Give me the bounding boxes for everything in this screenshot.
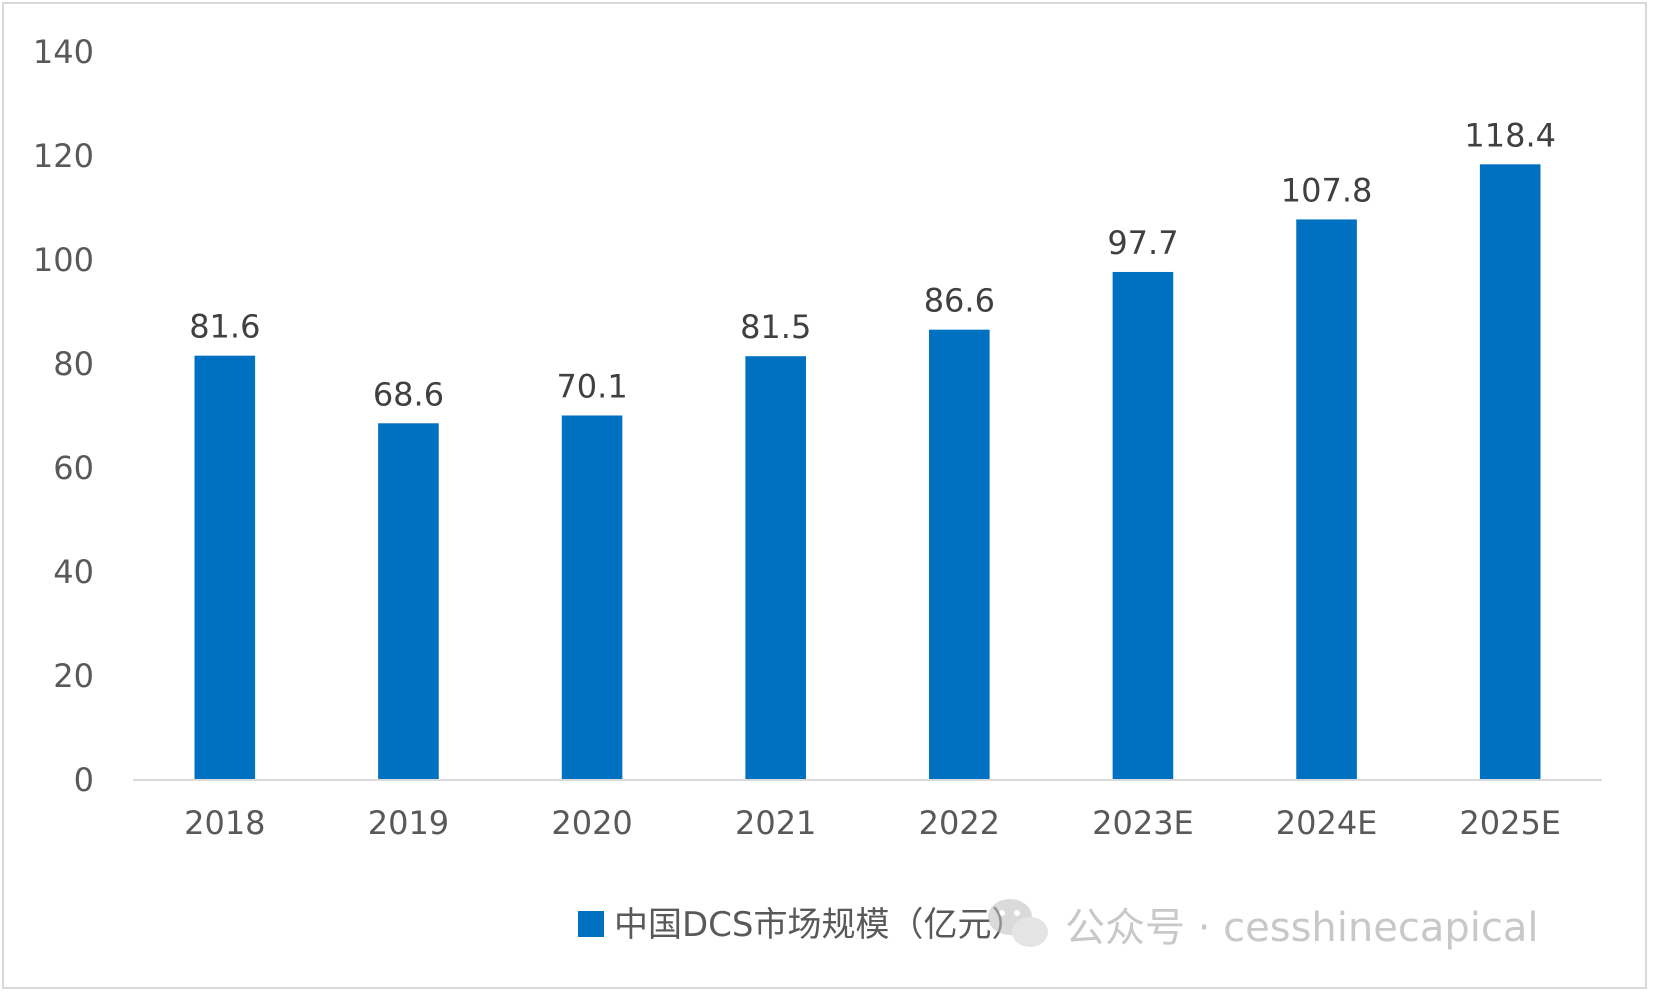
data-label: 81.6 bbox=[189, 308, 260, 346]
y-tick-label: 40 bbox=[53, 553, 94, 591]
data-label: 118.4 bbox=[1464, 116, 1556, 154]
watermark-text: 公众号 · cesshinecapical bbox=[1065, 905, 1538, 951]
y-tick-label: 60 bbox=[53, 449, 94, 487]
bar bbox=[1296, 219, 1357, 780]
x-tick-label: 2022 bbox=[919, 804, 1000, 842]
bar bbox=[929, 329, 990, 780]
x-tick-label: 2021 bbox=[735, 804, 816, 842]
data-label: 70.1 bbox=[556, 367, 627, 405]
bars bbox=[194, 164, 1541, 780]
wechat-icon bbox=[988, 899, 1048, 947]
bar bbox=[194, 355, 256, 780]
watermark: 公众号 · cesshinecapical bbox=[988, 899, 1538, 951]
data-labels: 81.6 68.6 70.1 81.5 86.6 97.7 107.8 118.4 bbox=[189, 116, 1556, 413]
y-tick-label: 140 bbox=[33, 33, 94, 71]
bar bbox=[378, 423, 439, 780]
y-tick-label: 80 bbox=[53, 345, 94, 383]
x-axis: 2018 2019 2020 2021 2022 2023E 2024E 2025E bbox=[133, 779, 1602, 842]
y-tick-label: 0 bbox=[74, 761, 94, 799]
data-label: 107.8 bbox=[1281, 171, 1373, 209]
bar bbox=[1479, 164, 1541, 780]
bar bbox=[745, 356, 806, 780]
y-tick-label: 20 bbox=[53, 657, 94, 695]
y-tick-label: 100 bbox=[33, 241, 94, 279]
bar bbox=[1112, 271, 1174, 780]
legend-swatch bbox=[578, 911, 604, 937]
y-tick-label: 120 bbox=[33, 137, 94, 175]
x-tick-label: 2025E bbox=[1459, 804, 1561, 842]
x-tick-label: 2019 bbox=[368, 804, 449, 842]
y-axis: 0 20 40 60 80 100 120 140 bbox=[33, 33, 94, 799]
x-tick-label: 2024E bbox=[1276, 804, 1378, 842]
x-tick-label: 2023E bbox=[1092, 804, 1194, 842]
data-label: 86.6 bbox=[924, 282, 995, 320]
data-label: 97.7 bbox=[1107, 224, 1178, 262]
legend-label: 中国DCS市场规模（亿元） bbox=[614, 905, 1026, 945]
data-label: 81.5 bbox=[740, 308, 811, 346]
data-label: 68.6 bbox=[373, 375, 444, 413]
legend: 中国DCS市场规模（亿元） bbox=[578, 905, 1026, 945]
x-tick-label: 2018 bbox=[184, 804, 265, 842]
bar bbox=[561, 415, 623, 780]
x-tick-label: 2020 bbox=[551, 804, 632, 842]
